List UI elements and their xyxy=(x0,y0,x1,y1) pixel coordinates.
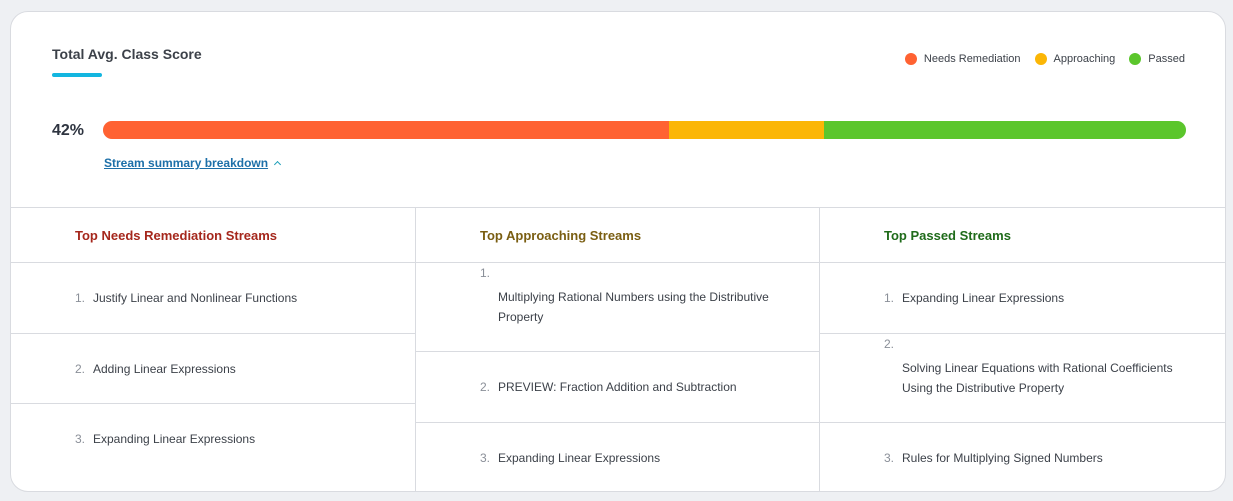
passed-dot-icon xyxy=(1129,53,1142,65)
stream-summary-breakdown-toggle[interactable]: Stream summary breakdown xyxy=(104,156,282,170)
item-number: 2. xyxy=(75,361,86,376)
item-number: 3. xyxy=(75,432,86,446)
needs-remediation-dot-icon xyxy=(904,53,917,65)
column-title: Top Passed Streams xyxy=(820,208,1225,263)
item-number: 2. xyxy=(884,337,895,351)
item-text: Adding Linear Expressions xyxy=(93,361,236,376)
list-item: 2. Adding Linear Expressions xyxy=(11,334,415,404)
item-number: 3. xyxy=(884,451,895,465)
bar-segment-passed xyxy=(824,121,1186,139)
score-percentage: 42% xyxy=(52,122,85,139)
item-number: 1. xyxy=(480,266,491,280)
legend-label: Approaching xyxy=(1053,53,1116,65)
column-needs-remediation: Top Needs Remediation Streams 1. Justify… xyxy=(11,208,416,491)
score-progress-bar xyxy=(103,121,1186,139)
legend-label: Passed xyxy=(1148,53,1185,65)
column-approaching: Top Approaching Streams 1. Multiplying R… xyxy=(416,208,820,491)
item-text: Solving Linear Equations with Rational C… xyxy=(902,361,1173,395)
item-text: Multiplying Rational Numbers using the D… xyxy=(498,290,769,324)
item-text: Expanding Linear Expressions xyxy=(498,451,661,465)
streams-table: Top Needs Remediation Streams 1. Justify… xyxy=(11,207,1225,491)
class-score-card: Total Avg. Class Score Needs Remediation… xyxy=(10,11,1226,492)
item-text: Expanding Linear Expressions xyxy=(902,291,1065,305)
item-text: PREVIEW: Fraction Addition and Subtracti… xyxy=(498,380,737,394)
item-text: Rules for Multiplying Signed Numbers xyxy=(902,451,1103,465)
breakdown-link[interactable]: Stream summary breakdown xyxy=(104,156,269,170)
list-item: 2. Solving Linear Equations with Rationa… xyxy=(820,334,1225,423)
item-number: 2. xyxy=(480,380,491,394)
item-number: 3. xyxy=(480,451,491,465)
legend-item-approaching: Approaching xyxy=(1034,53,1116,65)
card-title: Total Avg. Class Score xyxy=(52,46,202,62)
item-text: Justify Linear and Nonlinear Functions xyxy=(93,291,298,305)
chevron-up-icon xyxy=(274,160,282,169)
list-item: 1. Multiplying Rational Numbers using th… xyxy=(416,263,819,352)
approaching-dot-icon xyxy=(1034,53,1047,65)
list-item: 2. PREVIEW: Fraction Addition and Subtra… xyxy=(416,352,819,423)
legend-item-passed: Passed xyxy=(1129,53,1185,65)
column-title: Top Needs Remediation Streams xyxy=(11,208,415,263)
column-title: Top Approaching Streams xyxy=(416,208,819,263)
list-item: 3. Expanding Linear Expressions xyxy=(11,404,415,474)
list-item: 1. Expanding Linear Expressions xyxy=(820,263,1225,334)
title-underline xyxy=(52,73,102,77)
list-item: 3. Expanding Linear Expressions xyxy=(416,423,819,491)
list-item: 1. Justify Linear and Nonlinear Function… xyxy=(11,263,415,334)
item-text: Expanding Linear Expressions xyxy=(93,432,256,446)
item-number: 1. xyxy=(75,291,86,305)
list-item: 3. Rules for Multiplying Signed Numbers xyxy=(820,423,1225,491)
item-number: 1. xyxy=(884,291,895,305)
bar-segment-approaching xyxy=(669,121,825,139)
legend-item-needs-remediation: Needs Remediation xyxy=(904,53,1021,65)
legend-label: Needs Remediation xyxy=(923,53,1021,65)
bar-segment-needs-remediation xyxy=(103,121,670,139)
legend: Needs Remediation Approaching Passed xyxy=(904,53,1185,65)
column-passed: Top Passed Streams 1. Expanding Linear E… xyxy=(820,208,1225,491)
